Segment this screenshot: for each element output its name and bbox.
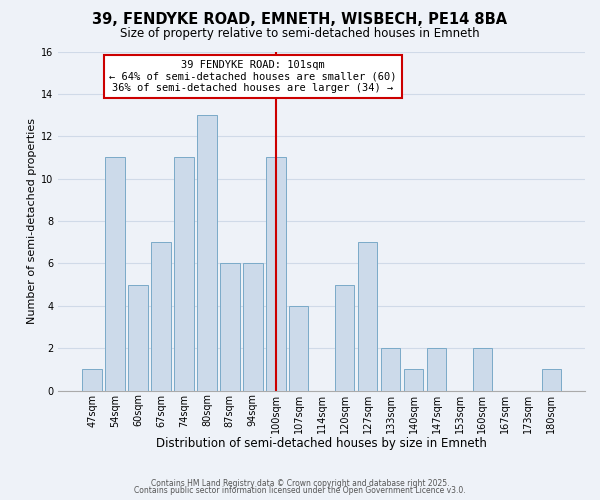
Text: 39 FENDYKE ROAD: 101sqm
← 64% of semi-detached houses are smaller (60)
36% of se: 39 FENDYKE ROAD: 101sqm ← 64% of semi-de… (109, 60, 397, 93)
Bar (174, 158, 194, 390)
Bar (381, 348, 400, 391)
Bar (243, 264, 263, 390)
Bar (197, 115, 217, 390)
Bar (358, 242, 377, 390)
Y-axis label: Number of semi-detached properties: Number of semi-detached properties (27, 118, 37, 324)
Text: Contains HM Land Registry data © Crown copyright and database right 2025.: Contains HM Land Registry data © Crown c… (151, 478, 449, 488)
X-axis label: Distribution of semi-detached houses by size in Emneth: Distribution of semi-detached houses by … (156, 437, 487, 450)
Text: 39, FENDYKE ROAD, EMNETH, WISBECH, PE14 8BA: 39, FENDYKE ROAD, EMNETH, WISBECH, PE14 … (92, 12, 508, 28)
Text: Contains public sector information licensed under the Open Government Licence v3: Contains public sector information licen… (134, 486, 466, 495)
Bar (335, 284, 355, 391)
Text: Size of property relative to semi-detached houses in Emneth: Size of property relative to semi-detach… (120, 28, 480, 40)
Bar (220, 264, 239, 390)
Bar (105, 158, 125, 390)
Bar (427, 348, 446, 391)
Bar (289, 306, 308, 390)
Bar (151, 242, 171, 390)
Bar (82, 370, 102, 390)
Bar (542, 370, 561, 390)
Bar (404, 370, 424, 390)
Bar (128, 284, 148, 391)
Bar (473, 348, 492, 391)
Bar (266, 158, 286, 390)
